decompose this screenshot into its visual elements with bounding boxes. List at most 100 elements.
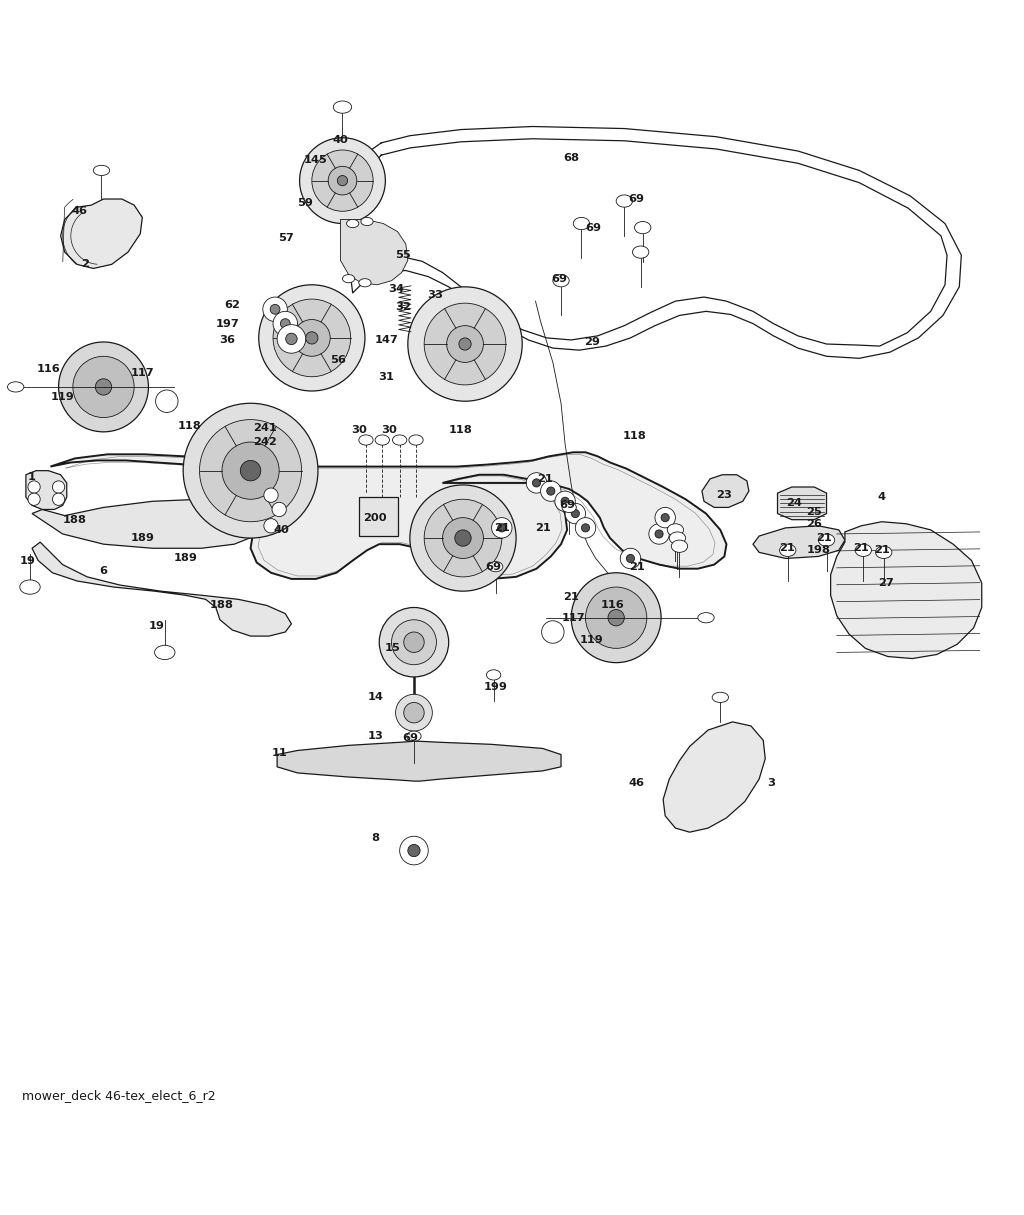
Text: 21: 21 [494, 522, 510, 533]
Circle shape [571, 572, 662, 662]
Text: 46: 46 [629, 778, 644, 789]
Text: 40: 40 [333, 135, 348, 145]
Circle shape [547, 487, 555, 496]
Circle shape [264, 519, 279, 533]
Circle shape [300, 137, 385, 224]
Polygon shape [830, 521, 982, 659]
Circle shape [281, 318, 290, 328]
Text: 30: 30 [351, 425, 367, 435]
Text: 33: 33 [427, 290, 443, 300]
Text: 4: 4 [878, 492, 886, 502]
Text: 34: 34 [388, 284, 404, 294]
Circle shape [312, 149, 373, 211]
Text: 197: 197 [215, 318, 239, 328]
Circle shape [655, 508, 676, 527]
Circle shape [565, 503, 586, 524]
Circle shape [621, 548, 641, 569]
Text: 199: 199 [483, 682, 508, 693]
Circle shape [575, 518, 596, 538]
Text: 21: 21 [629, 561, 644, 571]
Text: 119: 119 [51, 392, 75, 402]
Ellipse shape [360, 217, 373, 226]
Circle shape [455, 530, 471, 547]
Circle shape [183, 403, 318, 538]
Text: 189: 189 [173, 554, 198, 564]
Circle shape [410, 485, 516, 592]
Circle shape [395, 694, 432, 731]
Circle shape [241, 460, 261, 481]
Text: 188: 188 [63, 515, 87, 525]
Text: 19: 19 [148, 621, 165, 631]
Text: 56: 56 [331, 355, 346, 366]
Circle shape [542, 621, 564, 643]
Ellipse shape [358, 435, 373, 445]
Text: 69: 69 [401, 733, 418, 744]
Text: 2: 2 [81, 259, 89, 270]
Text: 19: 19 [20, 555, 36, 565]
Ellipse shape [553, 275, 569, 287]
Circle shape [294, 320, 330, 356]
Polygon shape [32, 499, 263, 548]
Circle shape [379, 608, 449, 677]
Circle shape [270, 305, 280, 315]
Circle shape [541, 481, 561, 502]
Text: 32: 32 [395, 303, 411, 312]
Text: 14: 14 [368, 693, 383, 702]
Circle shape [391, 620, 436, 665]
Text: 119: 119 [580, 635, 603, 645]
Text: 69: 69 [485, 561, 502, 571]
Polygon shape [753, 526, 845, 559]
Circle shape [259, 284, 365, 391]
Circle shape [555, 491, 575, 512]
Text: 241: 241 [253, 423, 276, 433]
Text: 24: 24 [785, 498, 802, 508]
Circle shape [526, 473, 547, 493]
Circle shape [52, 481, 65, 493]
Polygon shape [50, 452, 726, 578]
Text: 21: 21 [779, 543, 795, 553]
Text: 57: 57 [279, 233, 294, 243]
Ellipse shape [486, 669, 501, 680]
Text: 27: 27 [878, 578, 894, 588]
Ellipse shape [407, 731, 421, 741]
Text: 145: 145 [304, 156, 328, 165]
Text: 69: 69 [551, 273, 567, 283]
Ellipse shape [698, 612, 714, 623]
Polygon shape [278, 741, 561, 781]
Text: 69: 69 [629, 194, 644, 204]
Circle shape [459, 338, 471, 350]
Polygon shape [26, 470, 67, 509]
Polygon shape [32, 542, 292, 637]
Ellipse shape [346, 220, 358, 227]
Ellipse shape [876, 547, 892, 559]
Ellipse shape [562, 502, 577, 513]
Circle shape [95, 379, 112, 395]
Circle shape [662, 514, 670, 521]
Circle shape [73, 356, 134, 418]
Ellipse shape [779, 544, 796, 556]
Ellipse shape [855, 544, 871, 556]
Circle shape [424, 304, 506, 385]
Text: 21: 21 [873, 546, 890, 555]
Text: 3: 3 [767, 778, 775, 789]
Polygon shape [701, 475, 749, 508]
Text: 200: 200 [364, 513, 387, 522]
Circle shape [608, 610, 625, 626]
Circle shape [328, 166, 356, 194]
Ellipse shape [635, 221, 651, 233]
Circle shape [273, 299, 350, 377]
Text: 23: 23 [717, 490, 732, 501]
Ellipse shape [19, 580, 40, 594]
Ellipse shape [488, 561, 503, 572]
Circle shape [278, 324, 306, 354]
Polygon shape [340, 220, 408, 284]
Text: 117: 117 [561, 612, 585, 623]
Text: 36: 36 [219, 335, 236, 345]
Text: 15: 15 [385, 644, 400, 654]
Circle shape [58, 341, 148, 431]
Circle shape [627, 554, 635, 563]
Circle shape [28, 481, 40, 493]
Circle shape [272, 502, 287, 516]
Ellipse shape [7, 382, 24, 392]
Text: 55: 55 [395, 250, 411, 260]
